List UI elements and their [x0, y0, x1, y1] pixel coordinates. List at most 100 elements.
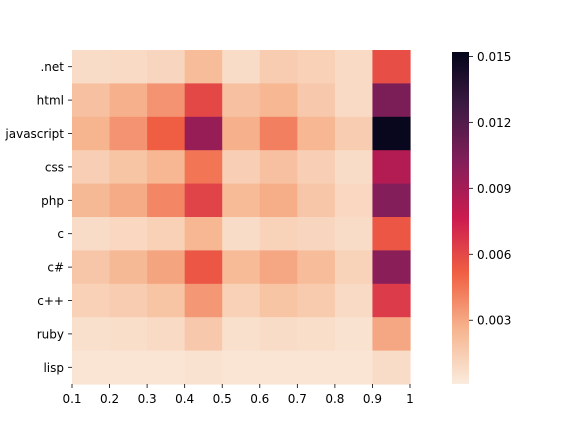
- y-tick-label: c#: [47, 261, 64, 275]
- heatmap-cell-lisp-0: [72, 350, 111, 385]
- heatmap-cell-javascript-5: [259, 116, 298, 151]
- heatmap-cell-html-8: [372, 83, 411, 118]
- heatmap-cell-ruby-6: [297, 317, 336, 352]
- y-tick-label: .net: [40, 60, 64, 74]
- heatmap-cell-net-0: [72, 50, 111, 84]
- y-tick-label: php: [41, 194, 64, 208]
- heatmap-cell-c-5: [259, 250, 298, 285]
- heatmap-cell-html-3: [184, 83, 223, 118]
- heatmap-cell-ruby-0: [72, 317, 111, 352]
- heatmap-cell-net-3: [184, 50, 223, 84]
- colorbar-tick-label: 0.006: [477, 248, 511, 262]
- heatmap-cell-ruby-5: [259, 317, 298, 352]
- heatmap-cell-php-6: [297, 183, 336, 218]
- heatmap-cell-html-2: [147, 83, 186, 118]
- colorbar-tick-label: 0.012: [477, 116, 511, 130]
- heatmap-cell-css-0: [72, 150, 111, 185]
- x-tick-label: 0.7: [288, 392, 307, 406]
- heatmap-cell-lisp-1: [109, 350, 148, 385]
- heatmap-cell-javascript-6: [297, 116, 336, 151]
- heatmap-cell-css-6: [297, 150, 336, 185]
- heatmap-cell-css-3: [184, 150, 223, 185]
- heatmap-cell-ruby-7: [334, 317, 374, 352]
- heatmap-cell-c-3: [184, 250, 223, 285]
- heatmap-cell-c-6: [297, 217, 336, 251]
- heatmap-cell-c-6: [297, 283, 336, 318]
- heatmap-cell-c-5: [259, 217, 298, 251]
- heatmap-cell-c-1: [109, 283, 148, 318]
- heatmap-cell-net-6: [297, 50, 336, 84]
- y-tick-label: lisp: [43, 361, 64, 375]
- heatmap-cell-php-5: [259, 183, 298, 218]
- heatmap-cell-c-0: [72, 217, 111, 251]
- heatmap-cell-html-1: [109, 83, 148, 118]
- heatmap-cell-javascript-3: [184, 116, 223, 151]
- heatmap-cell-net-7: [334, 50, 374, 84]
- colorbar: 0.003 0.006 0.009 0.012 0.015: [452, 50, 511, 384]
- heatmap-cell-c-1: [109, 217, 148, 251]
- heatmap-cell-lisp-3: [184, 350, 223, 385]
- heatmap-cell-lisp-8: [372, 350, 411, 385]
- heatmap-cell-javascript-0: [72, 116, 111, 151]
- heatmap-cell-c-2: [147, 283, 186, 318]
- heatmap-cell-c-1: [109, 250, 148, 285]
- heatmap-cell-php-7: [334, 183, 374, 218]
- heatmap-cell-c-5: [259, 283, 298, 318]
- heatmap-cell-net-1: [109, 50, 148, 84]
- heatmap-cell-c-7: [334, 217, 374, 251]
- x-tick-label: 0.8: [325, 392, 344, 406]
- x-tick-label: 1: [406, 392, 414, 406]
- heatmap-cell-javascript-1: [109, 116, 148, 151]
- heatmap-cell-css-1: [109, 150, 148, 185]
- heatmap-cell-ruby-3: [184, 317, 223, 352]
- y-tick-label: c++: [37, 294, 64, 308]
- y-tick-label: html: [37, 94, 64, 108]
- heatmap-cell-lisp-7: [334, 350, 374, 385]
- colorbar-tick-label: 0.003: [477, 314, 511, 328]
- heatmap-cell-c-2: [147, 250, 186, 285]
- heatmap-cell-lisp-5: [259, 350, 298, 385]
- x-tick-label: 0.4: [175, 392, 194, 406]
- heatmap-cell-html-4: [222, 83, 261, 118]
- x-tick-label: 0.5: [213, 392, 232, 406]
- heatmap-cell-php-2: [147, 183, 186, 218]
- heatmap-cell-php-8: [372, 183, 411, 218]
- heatmap-cell-net-5: [259, 50, 298, 84]
- colorbar-tick-label: 0.009: [477, 182, 511, 196]
- y-tick-label: c: [57, 227, 64, 241]
- heatmap-cell-javascript-2: [147, 116, 186, 151]
- heatmap-cell-javascript-8: [372, 116, 411, 151]
- heatmap-cell-css-8: [372, 150, 411, 185]
- heatmap-cell-javascript-7: [334, 116, 374, 151]
- heatmap-cell-ruby-8: [372, 317, 411, 352]
- heatmap-cell-c-4: [222, 217, 261, 251]
- heatmap-cell-html-0: [72, 83, 111, 118]
- heatmap-cell-html-6: [297, 83, 336, 118]
- y-tick-labels: .net html javascript css php c c# c++ ruby lisp: [4, 60, 72, 375]
- heatmap-cell-php-4: [222, 183, 261, 218]
- heatmap-cell-ruby-2: [147, 317, 186, 352]
- heatmap-cells: [72, 50, 411, 385]
- x-tick-label: 0.2: [100, 392, 119, 406]
- heatmap-cell-c-8: [372, 283, 411, 318]
- heatmap-cell-c-7: [334, 283, 374, 318]
- y-tick-label: javascript: [4, 127, 64, 141]
- x-tick-label: 0.9: [363, 392, 382, 406]
- colorbar-tick-label: 0.015: [477, 50, 511, 64]
- heatmap-cell-css-2: [147, 150, 186, 185]
- heatmap-cell-c-0: [72, 283, 111, 318]
- heatmap-cell-c-3: [184, 283, 223, 318]
- heatmap-cell-c-8: [372, 217, 411, 251]
- heatmap-cell-c-4: [222, 250, 261, 285]
- heatmap-cell-php-0: [72, 183, 111, 218]
- heatmap-cell-javascript-4: [222, 116, 261, 151]
- heatmap-cell-net-4: [222, 50, 261, 84]
- heatmap-cell-css-5: [259, 150, 298, 185]
- heatmap-cell-ruby-4: [222, 317, 261, 352]
- heatmap-cell-c-3: [184, 217, 223, 251]
- heatmap-cell-lisp-6: [297, 350, 336, 385]
- heatmap-cell-html-5: [259, 83, 298, 118]
- heatmap-cell-net-8: [372, 50, 411, 84]
- heatmap-cell-css-7: [334, 150, 374, 185]
